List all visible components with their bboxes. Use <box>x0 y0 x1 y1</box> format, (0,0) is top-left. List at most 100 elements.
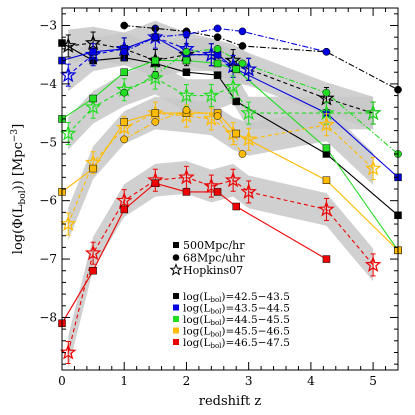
500mpc-square-marker <box>322 176 331 184</box>
500mpc-square-marker <box>213 188 222 196</box>
68mpc-circle-marker <box>151 71 160 79</box>
68mpc-circle-marker <box>213 112 222 120</box>
500mpc-square-marker <box>120 68 128 76</box>
hopkins07-star-marker <box>224 171 242 188</box>
series-markers <box>58 21 402 364</box>
hopkins07-star-marker <box>364 159 382 176</box>
68mpc-circle-marker <box>120 88 129 97</box>
legend-marker-label: Hopkins07 <box>183 264 243 277</box>
y-axis-label-post: ] <box>11 124 26 129</box>
y-axis-label-sup: −3 <box>10 129 20 143</box>
hopkins07-star-marker <box>59 124 77 141</box>
y-axis-ticks: −8 −7 −6 −5 −4 −3 <box>39 13 398 365</box>
legend-square-icon <box>173 242 179 248</box>
68mpc-circle-marker <box>120 21 129 30</box>
x-axis-label: redshift z <box>199 394 262 409</box>
500mpc-square-marker <box>213 71 222 79</box>
500mpc-square-marker <box>120 118 128 126</box>
68mpc-circle-marker <box>151 118 160 126</box>
series-line-hopkins07 <box>67 112 374 225</box>
y-axis-label-mid: )) [Mpc <box>11 142 26 190</box>
hopkins07-star-marker <box>59 343 77 360</box>
legend-series-label: log(Lbol)=42.5−43.5 <box>183 291 290 304</box>
x-tick-label: 3 <box>245 374 253 388</box>
500mpc-square-marker <box>151 109 160 117</box>
hopkins07-star-marker <box>147 69 164 86</box>
legend-circle-icon <box>172 254 180 261</box>
y-tick-label: −3 <box>39 19 57 33</box>
hopkins07-star-marker <box>240 130 257 147</box>
68mpc-circle-marker <box>238 150 247 158</box>
uncertainty-band <box>68 161 374 369</box>
legend-series-swatch <box>173 339 179 345</box>
series-line-hopkins07 <box>67 176 374 353</box>
y-tick-label: −4 <box>39 77 57 91</box>
series-line-68mpc <box>123 109 243 155</box>
500mpc-square-marker <box>322 255 331 263</box>
y-axis-label-pre: log(Φ(L <box>11 204 26 254</box>
x-tick-label: 4 <box>307 374 315 388</box>
uncertainty-band <box>68 20 249 92</box>
uncertainty-band <box>68 96 374 241</box>
legend-series-label: log(Lbol)=43.5−44.5 <box>183 303 290 316</box>
hopkins07-star-marker <box>240 183 257 199</box>
y-axis-label: log(Φ(Lbol)) [Mpc−3] <box>10 124 28 254</box>
500mpc-square-marker <box>182 56 191 65</box>
hopkins07-star-marker <box>59 215 77 232</box>
500mpc-square-marker <box>182 68 191 76</box>
500mpc-square-marker <box>232 129 240 138</box>
legend-series-label: log(Lbol)=45.5−46.5 <box>183 326 290 339</box>
68mpc-circle-marker <box>322 47 331 56</box>
68mpc-circle-marker <box>238 59 247 68</box>
legend-series-swatch <box>173 327 179 334</box>
500mpc-square-marker <box>89 94 97 103</box>
68mpc-circle-marker <box>322 88 331 97</box>
68mpc-circle-marker <box>182 30 191 39</box>
68mpc-circle-marker <box>238 42 247 50</box>
500mpc-square-marker <box>151 179 160 187</box>
y-axis-label-sub: bol <box>18 190 28 204</box>
hopkins07-star-marker <box>59 66 77 83</box>
hopkins07-star-marker <box>178 168 195 185</box>
legend-series-swatch <box>173 304 179 311</box>
hopkins07-star-marker <box>318 89 335 106</box>
hopkins07-star-marker <box>203 177 220 194</box>
x-axis-ticks: 0 1 2 3 4 5 <box>58 8 399 388</box>
y-tick-label: −6 <box>39 194 57 208</box>
hopkins07-star-marker <box>240 104 257 121</box>
legend-series-swatch <box>173 316 179 322</box>
500mpc-square-marker <box>232 65 240 74</box>
hopkins07-star-marker <box>318 116 335 132</box>
68mpc-circle-marker <box>213 24 222 33</box>
y-tick-label: −8 <box>39 310 57 324</box>
68mpc-circle-marker <box>182 106 191 115</box>
uncertainty-bands <box>68 20 374 369</box>
500mpc-square-marker <box>89 48 97 56</box>
68mpc-circle-marker <box>120 135 129 144</box>
500mpc-square-marker <box>89 164 97 173</box>
68mpc-circle-marker <box>120 47 129 56</box>
hopkins07-star-marker <box>178 86 195 103</box>
x-tick-label: 1 <box>120 374 128 388</box>
68mpc-circle-marker <box>182 47 191 56</box>
hopkins07-star-marker <box>364 256 382 272</box>
500mpc-square-marker <box>182 188 191 196</box>
hopkins07-star-marker <box>203 86 220 103</box>
y-tick-label: −5 <box>39 135 57 149</box>
68mpc-circle-marker <box>213 45 222 53</box>
500mpc-square-marker <box>322 144 331 152</box>
x-tick-label: 2 <box>183 374 191 388</box>
500mpc-square-marker <box>89 266 97 275</box>
legend-marker-label: 68Mpc/uhr <box>183 252 245 265</box>
legend-series-label: log(Lbol)=44.5−45.5 <box>183 314 290 327</box>
hopkins07-star-marker <box>364 104 382 121</box>
legend-series-swatch <box>173 293 179 299</box>
500mpc-square-marker <box>232 202 240 211</box>
hopkins07-star-marker <box>224 78 242 94</box>
500mpc-square-marker <box>213 59 222 68</box>
hopkins07-star-marker <box>84 45 102 62</box>
hopkins07-star-marker <box>84 98 102 115</box>
x-tick-label: 0 <box>58 374 66 388</box>
